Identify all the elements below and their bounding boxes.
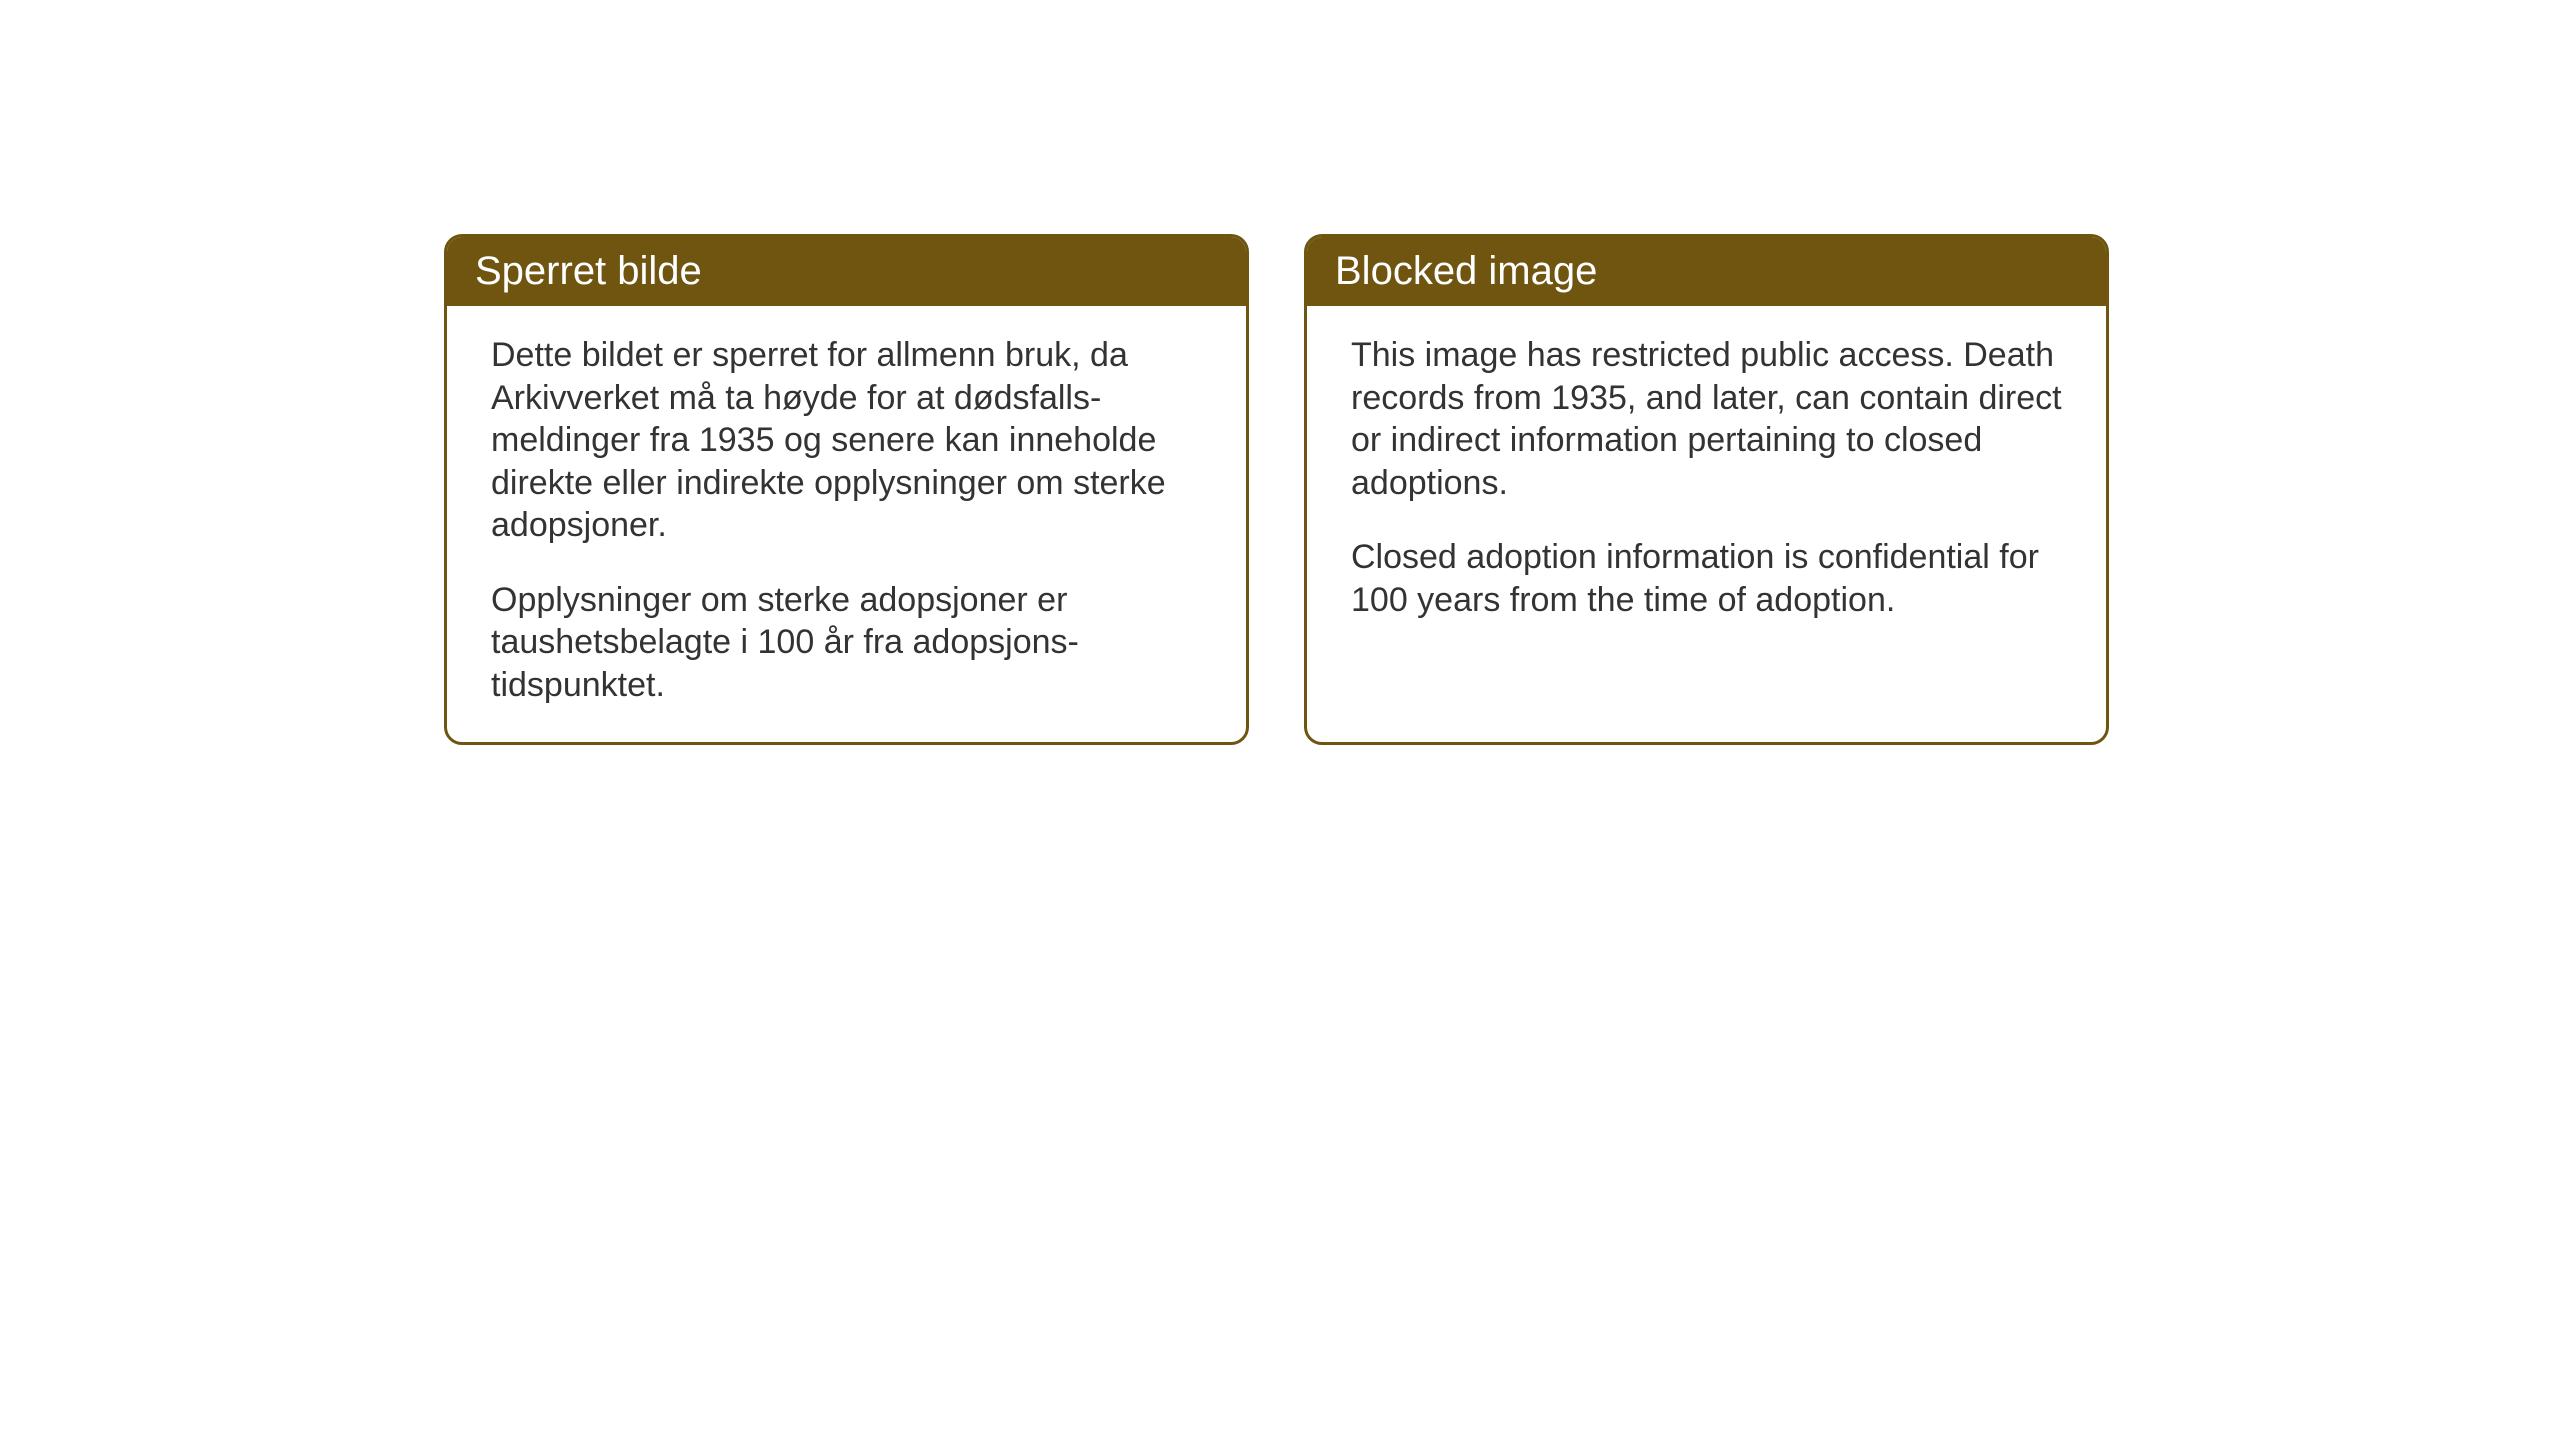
card-paragraph: Opplysninger om sterke adopsjoner er tau… xyxy=(491,579,1202,707)
card-header: Blocked image xyxy=(1307,237,2106,306)
card-title: Sperret bilde xyxy=(475,249,702,293)
card-header: Sperret bilde xyxy=(447,237,1246,306)
card-title: Blocked image xyxy=(1335,249,1597,293)
card-body: This image has restricted public access.… xyxy=(1307,306,2106,657)
card-body: Dette bildet er sperret for allmenn bruk… xyxy=(447,306,1246,742)
notice-container: Sperret bilde Dette bildet er sperret fo… xyxy=(444,234,2109,745)
notice-card-english: Blocked image This image has restricted … xyxy=(1304,234,2109,745)
card-paragraph: Dette bildet er sperret for allmenn bruk… xyxy=(491,334,1202,547)
card-paragraph: This image has restricted public access.… xyxy=(1351,334,2062,504)
notice-card-norwegian: Sperret bilde Dette bildet er sperret fo… xyxy=(444,234,1249,745)
card-paragraph: Closed adoption information is confident… xyxy=(1351,536,2062,621)
